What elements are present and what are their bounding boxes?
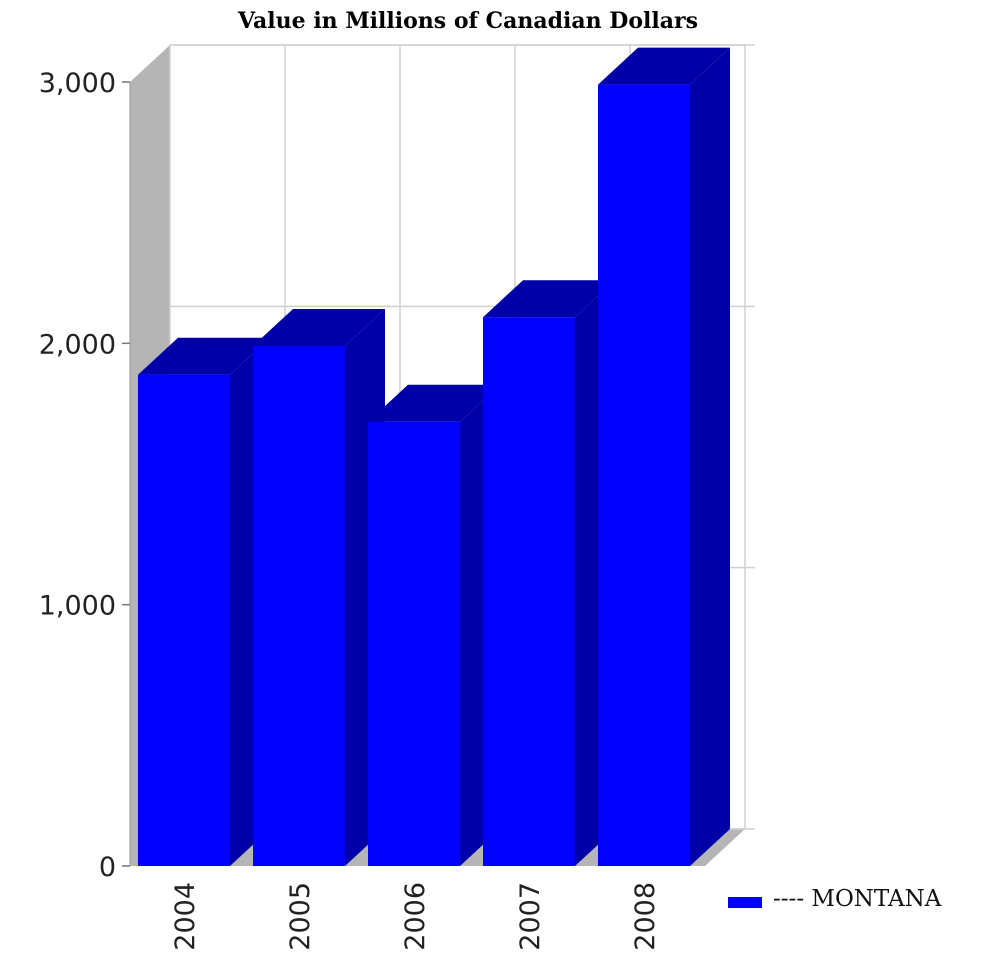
bar-front [483,317,575,866]
bar-front [138,374,230,866]
bar-top [368,384,500,422]
x-axis: 2004 2005 2006 2007 2008 [170,882,661,951]
legend-label: ---- MONTANA [773,886,942,912]
bar-2004 [138,337,270,866]
y-tick-label: 3,000 [39,68,116,99]
bars [138,47,730,866]
bar-top [138,337,270,375]
legend-swatch [728,897,762,908]
bar-top [483,280,615,318]
x-tick-label: 2008 [630,882,661,951]
bar-2006 [368,384,500,866]
y-tick-label: 1,000 [39,591,116,622]
bar-2007 [483,280,615,866]
chart-title: Value in Millions of Canadian Dollars [237,8,698,34]
bar-top [253,308,385,346]
y-axis: 0 1,000 2,000 3,000 [39,68,131,883]
bar-2008 [598,47,730,866]
x-tick-label: 2004 [170,882,201,951]
legend: ---- MONTANA [728,886,942,912]
x-tick-label: 2007 [515,882,546,951]
bar-front [368,421,460,866]
bar-top [598,47,730,85]
x-tick-label: 2005 [285,882,316,951]
y-tick-label: 0 [99,852,116,883]
y-tick-label: 2,000 [39,329,116,360]
bar-side [690,47,730,866]
bar-front [598,84,690,866]
bar-front [253,345,345,866]
x-tick-label: 2006 [400,882,431,951]
bar-2005 [253,308,385,866]
